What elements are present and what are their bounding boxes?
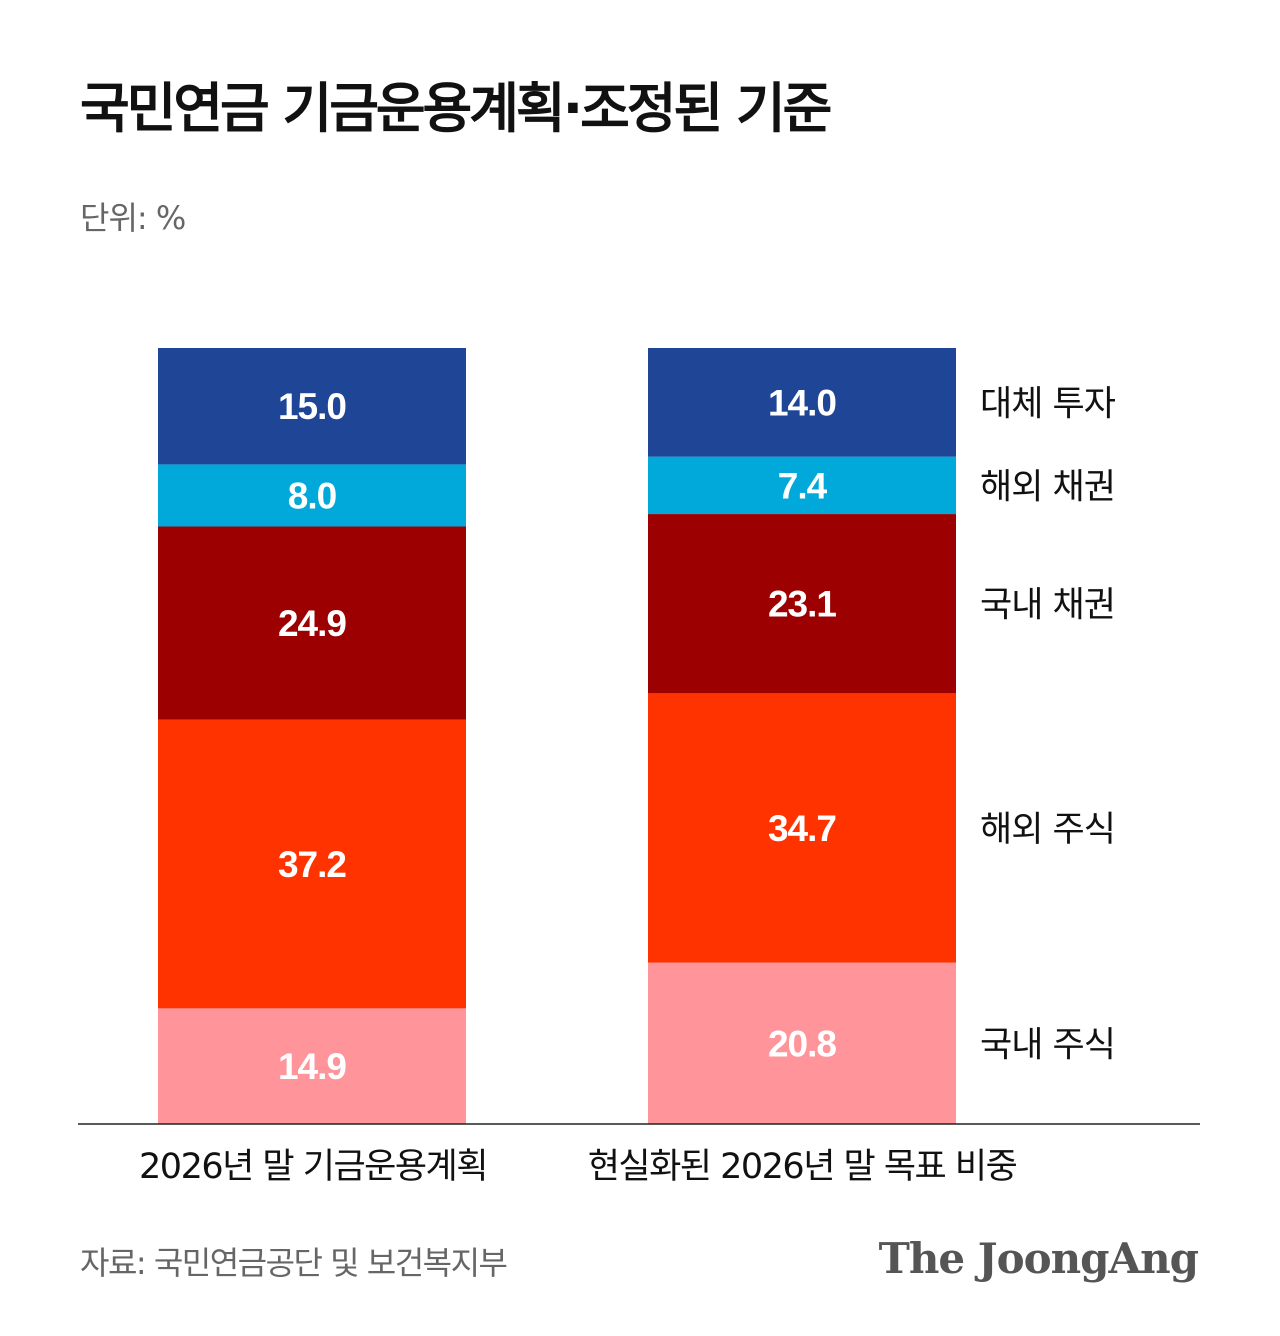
- value-labels-group: 14.9 37.2 24.9 8.0 15.0 20.8 34.7 23.1 7.4 14.0: [278, 382, 837, 1087]
- bar-segment-1-2: [648, 514, 956, 694]
- bar-segment-0-2: [158, 526, 466, 720]
- chart-title: 국민연금 기금운용계획·조정된 기준: [80, 77, 832, 140]
- value-label-1-1: 34.7: [768, 808, 836, 849]
- legend-entry-3: 해외 채권: [980, 467, 1115, 507]
- bars-group: [158, 348, 956, 1124]
- value-label-1-4: 14.0: [768, 382, 836, 423]
- unit-label: 단위: %: [80, 199, 186, 237]
- value-label-0-2: 24.9: [278, 603, 346, 644]
- category-label-1: 현실화된 2026년 말 목표 비중: [588, 1147, 1017, 1187]
- bar-segment-1-3: [648, 456, 956, 515]
- category-labels-group: 2026년 말 기금운용계획 현실화된 2026년 말 목표 비중: [139, 1147, 1018, 1187]
- value-label-0-0: 14.9: [278, 1046, 346, 1087]
- bar-segment-1-4: [648, 348, 956, 457]
- bar-segment-0-4: [158, 348, 466, 465]
- legend-entry-4: 대체 투자: [980, 384, 1116, 424]
- value-label-1-0: 20.8: [768, 1023, 836, 1064]
- legend-group: 국내 주식 해외 주식 국내 채권 해외 채권 대체 투자: [980, 384, 1117, 1065]
- legend-entry-0: 국내 주식: [980, 1025, 1115, 1065]
- bar-segment-1-0: [648, 962, 956, 1124]
- bar-segment-0-0: [158, 1008, 466, 1124]
- source-note: 자료: 국민연금공단 및 보건복지부: [80, 1244, 508, 1282]
- legend-entry-1: 해외 주식: [980, 810, 1115, 850]
- value-label-0-3: 8.0: [288, 475, 337, 516]
- bar-segment-0-3: [158, 464, 466, 527]
- value-label-0-1: 37.2: [278, 844, 346, 885]
- publisher-logo: The JoongAng: [878, 1234, 1199, 1283]
- bar-segment-0-1: [158, 719, 466, 1009]
- value-label-1-3: 7.4: [778, 465, 828, 506]
- legend-entry-2: 국내 채권: [980, 586, 1115, 626]
- value-label-1-2: 23.1: [768, 584, 836, 625]
- category-label-0: 2026년 말 기금운용계획: [139, 1147, 487, 1187]
- bar-segment-1-1: [648, 693, 956, 963]
- value-label-0-4: 15.0: [278, 386, 346, 427]
